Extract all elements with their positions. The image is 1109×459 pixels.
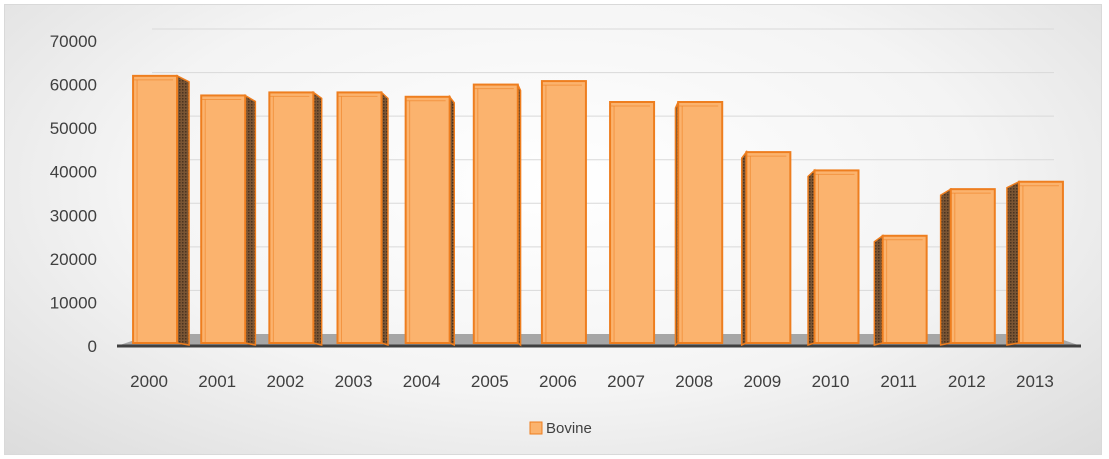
bar (807, 168, 860, 347)
bar (939, 187, 996, 346)
x-tick-label: 2004 (403, 372, 441, 391)
y-tick-label: 70000 (50, 32, 97, 51)
x-tick-label: 2000 (130, 372, 168, 391)
bar-front-face (404, 95, 451, 345)
bar (336, 90, 389, 347)
legend-swatch-bovine (529, 421, 543, 435)
x-tick-label: 2010 (812, 372, 850, 391)
bar (404, 94, 456, 347)
bar (200, 94, 257, 346)
bar-front-face (609, 101, 656, 344)
legend-label-bovine: Bovine (546, 420, 592, 437)
bar-front-face (881, 234, 928, 344)
x-tick-label: 2006 (539, 372, 577, 391)
bar (873, 234, 928, 346)
y-tick-label: 10000 (50, 293, 97, 312)
chart-frame: 0 10000 20000 30000 40000 50000 60000 70000 200… (4, 4, 1102, 455)
y-tick-label: 50000 (50, 119, 97, 138)
bar-side-face (244, 94, 257, 346)
bar-front-face (745, 151, 792, 344)
bar-front-face (1017, 180, 1064, 344)
bar-front-face (677, 101, 724, 344)
bar-side-face (1006, 180, 1020, 346)
bar-series-bovine (132, 74, 1064, 347)
legend[interactable]: Bovine (529, 420, 592, 437)
bar-front-face (336, 91, 383, 344)
bar (540, 80, 587, 344)
x-tick-label: 2007 (607, 372, 645, 391)
bar-front-face (268, 91, 315, 344)
bar (609, 101, 656, 344)
bar (740, 149, 792, 347)
x-tick-label: 2013 (1016, 372, 1054, 391)
y-tick-label: 60000 (50, 76, 97, 95)
y-tick-label: 40000 (50, 163, 97, 182)
y-tick-label: 0 (88, 337, 97, 356)
bar-side-face (176, 74, 190, 346)
bar-side-face (312, 90, 323, 346)
bar-chart: 0 10000 20000 30000 40000 50000 60000 70000 200… (50, 28, 1081, 437)
x-tick-label: 2005 (471, 372, 509, 391)
bar-front-face (540, 80, 587, 344)
x-tick-label: 2011 (880, 372, 917, 391)
bar (132, 74, 190, 346)
bar-side-face (873, 234, 884, 346)
floor-plane (117, 334, 1081, 346)
x-tick-label: 2009 (743, 372, 781, 391)
x-tick-label: 2012 (948, 372, 986, 391)
bar-side-face (939, 187, 952, 346)
x-tick-label: 2003 (335, 372, 373, 391)
bar (1006, 180, 1064, 346)
bar (268, 90, 323, 346)
x-tick-label: 2002 (266, 372, 304, 391)
y-tick-label: 30000 (50, 206, 97, 225)
x-tick-label: 2008 (675, 372, 713, 391)
bar-front-face (949, 188, 996, 344)
bar-front-face (472, 83, 519, 344)
bar-front-face (132, 74, 179, 344)
y-axis-tick-labels: 0 10000 20000 30000 40000 50000 60000 70000 (50, 32, 97, 356)
y-tick-label: 20000 (50, 250, 97, 269)
bar-front-face (200, 94, 247, 345)
bar (472, 83, 522, 347)
x-axis-tick-labels: 2000 2001 2002 2003 2004 2005 2006 2007 2008 2009… (130, 372, 1054, 391)
chart-floor (117, 334, 1081, 348)
bar (674, 101, 724, 347)
x-tick-label: 2001 (198, 372, 236, 391)
bar-front-face (813, 169, 860, 344)
